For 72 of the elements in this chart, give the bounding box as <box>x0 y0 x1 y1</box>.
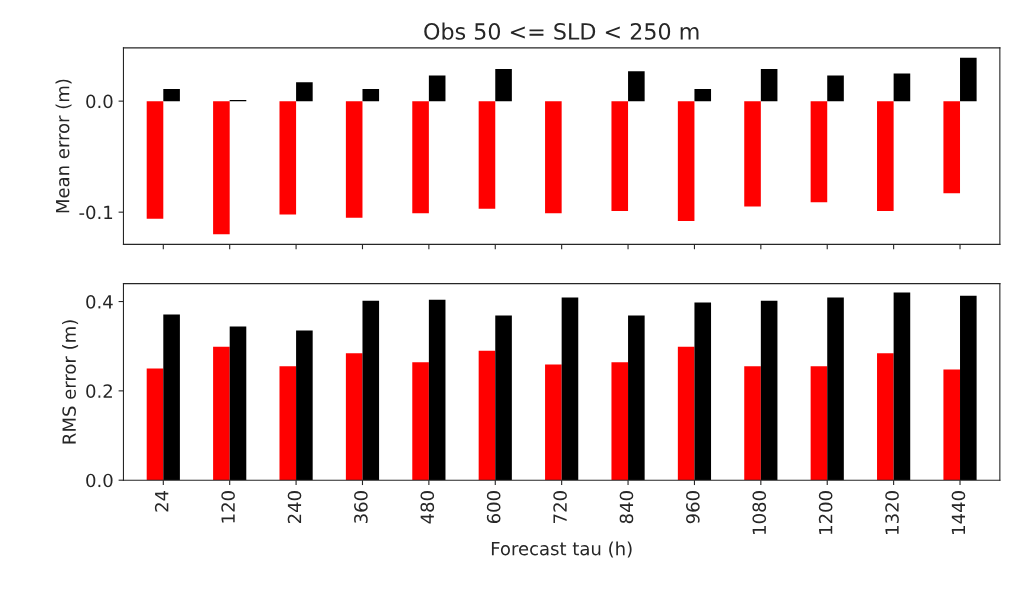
bar <box>960 57 977 102</box>
bar <box>677 346 695 481</box>
bar <box>960 295 977 481</box>
bar <box>213 101 230 235</box>
bar <box>943 101 961 194</box>
bar <box>296 82 313 102</box>
bar <box>478 101 496 209</box>
x-tick-label: 360 <box>354 491 368 523</box>
bar <box>545 101 562 214</box>
bar <box>827 75 844 102</box>
bar <box>628 71 645 102</box>
bar <box>893 73 911 102</box>
chart-title: Obs 50 <= SLD < 250 m <box>424 22 699 40</box>
bar <box>893 292 911 481</box>
bar <box>760 68 778 102</box>
bar <box>810 101 828 203</box>
y-tick-label: 0.0 <box>86 94 113 109</box>
bar <box>810 366 828 481</box>
x-tick-label: 480 <box>420 491 435 524</box>
bar <box>412 362 429 481</box>
x-tick-label: 24 <box>154 490 169 512</box>
x-axis-title: Forecast tau (h) <box>491 541 632 558</box>
bar <box>545 364 562 481</box>
bar <box>611 101 629 212</box>
bar <box>146 368 164 481</box>
x-tick-label: 600 <box>486 491 501 524</box>
bar <box>279 101 297 215</box>
bar <box>213 346 230 481</box>
y-axis-title: RMS error (m) <box>62 320 79 444</box>
bar <box>495 315 512 481</box>
y-axis-title: Mean error (m) <box>55 79 72 213</box>
bar <box>229 326 247 481</box>
x-tick-label: 120 <box>221 491 235 523</box>
x-tick-label: 960 <box>686 491 700 524</box>
bar <box>146 101 164 219</box>
bar <box>296 330 313 481</box>
x-tick-label: 720 <box>553 491 567 523</box>
bar <box>495 68 512 102</box>
bar <box>628 315 645 481</box>
x-tick-label: 240 <box>287 491 302 524</box>
bar <box>744 101 761 207</box>
bar <box>345 353 363 481</box>
bar <box>279 366 297 481</box>
x-tick-label: 1320 <box>885 491 899 534</box>
bar <box>345 101 363 218</box>
bar <box>677 101 695 222</box>
bar <box>163 88 180 102</box>
bar <box>478 350 496 481</box>
x-tick-label: 840 <box>619 491 634 524</box>
bar <box>163 314 180 481</box>
y-tick-label: 0.0 <box>86 473 113 488</box>
bar <box>943 369 961 481</box>
y-tick-label: 0.2 <box>86 384 112 398</box>
bar <box>428 299 446 481</box>
y-tick-label: 0.4 <box>86 294 113 309</box>
bar <box>744 366 761 481</box>
bar <box>760 300 778 481</box>
bar <box>877 353 894 481</box>
bar <box>694 302 712 481</box>
bar <box>362 88 380 102</box>
bar <box>827 297 844 481</box>
x-tick-label: 1440 <box>951 491 966 534</box>
bar <box>362 300 380 481</box>
bar <box>694 88 712 102</box>
bar <box>611 362 629 481</box>
x-tick-label: 1200 <box>818 491 833 534</box>
y-tick-label: -0.1 <box>79 205 113 220</box>
x-tick-label: 1080 <box>752 491 767 534</box>
bar <box>412 101 429 214</box>
bar <box>877 101 894 212</box>
bar <box>561 297 579 481</box>
bar <box>428 75 446 102</box>
